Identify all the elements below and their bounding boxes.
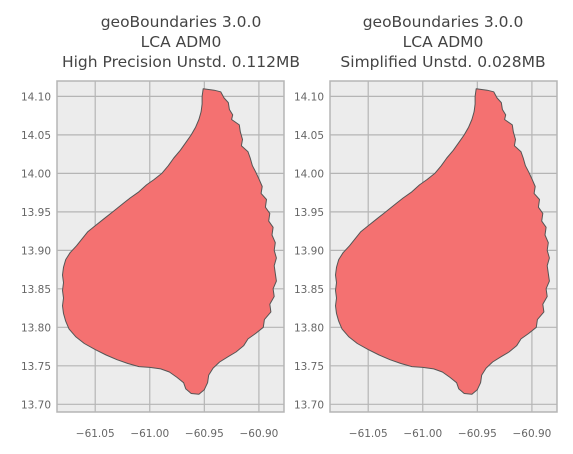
y-tick-label: 13.85 — [21, 284, 51, 296]
title-line-3: Simplified Unstd. 0.028MB — [340, 53, 546, 71]
y-tick-label: 13.75 — [21, 361, 51, 373]
title-line-2: LCA ADM0 — [402, 33, 484, 51]
plot-frame — [329, 80, 558, 413]
x-tick-label: −61.05 — [349, 428, 388, 440]
map-title-left: geoBoundaries 3.0.0 LCA ADM0 High Precis… — [36, 12, 326, 72]
map-panel-high-precision: −61.05 −61.00 −60.95 −60.90 14.10 14.05 14.00 1… — [21, 80, 285, 440]
y-tick-label: 13.70 — [294, 399, 324, 411]
y-tick-label: 14.10 — [21, 91, 51, 103]
x-tick-label: −60.90 — [512, 428, 551, 440]
country-boundary-shape — [62, 88, 277, 395]
plot-frame — [56, 80, 285, 413]
title-line-3: High Precision Unstd. 0.112MB — [61, 53, 301, 71]
map-panel-simplified: −61.05 −61.00 −60.95 −60.90 14.10 14.05 14.00 1… — [294, 80, 558, 440]
x-tick-label: −60.90 — [239, 428, 278, 440]
y-tick-label: 13.80 — [294, 322, 324, 334]
y-tick-label: 13.90 — [21, 245, 51, 257]
y-tick-label: 14.10 — [294, 91, 324, 103]
y-tick-label: 13.70 — [21, 399, 51, 411]
y-tick-label: 13.95 — [294, 207, 324, 219]
title-line-1: geoBoundaries 3.0.0 — [362, 13, 524, 31]
y-tick-label: 14.05 — [21, 130, 51, 142]
y-tick-label: 14.05 — [294, 130, 324, 142]
map-title-right: geoBoundaries 3.0.0 LCA ADM0 Simplified … — [298, 12, 573, 72]
y-tick-label: 13.75 — [294, 361, 324, 373]
y-tick-label: 14.00 — [21, 168, 51, 180]
y-tick-label: 13.95 — [21, 207, 51, 219]
x-tick-label: −61.00 — [403, 428, 442, 440]
x-tick-label: −61.05 — [76, 428, 115, 440]
title-line-2: LCA ADM0 — [140, 33, 222, 51]
country-boundary-shape — [335, 88, 550, 395]
title-line-1: geoBoundaries 3.0.0 — [100, 13, 262, 31]
x-tick-label: −60.95 — [185, 428, 224, 440]
x-tick-label: −61.00 — [130, 428, 169, 440]
y-tick-label: 13.80 — [21, 322, 51, 334]
x-tick-label: −60.95 — [458, 428, 497, 440]
y-tick-label: 13.90 — [294, 245, 324, 257]
y-tick-label: 14.00 — [294, 168, 324, 180]
y-tick-label: 13.85 — [294, 284, 324, 296]
